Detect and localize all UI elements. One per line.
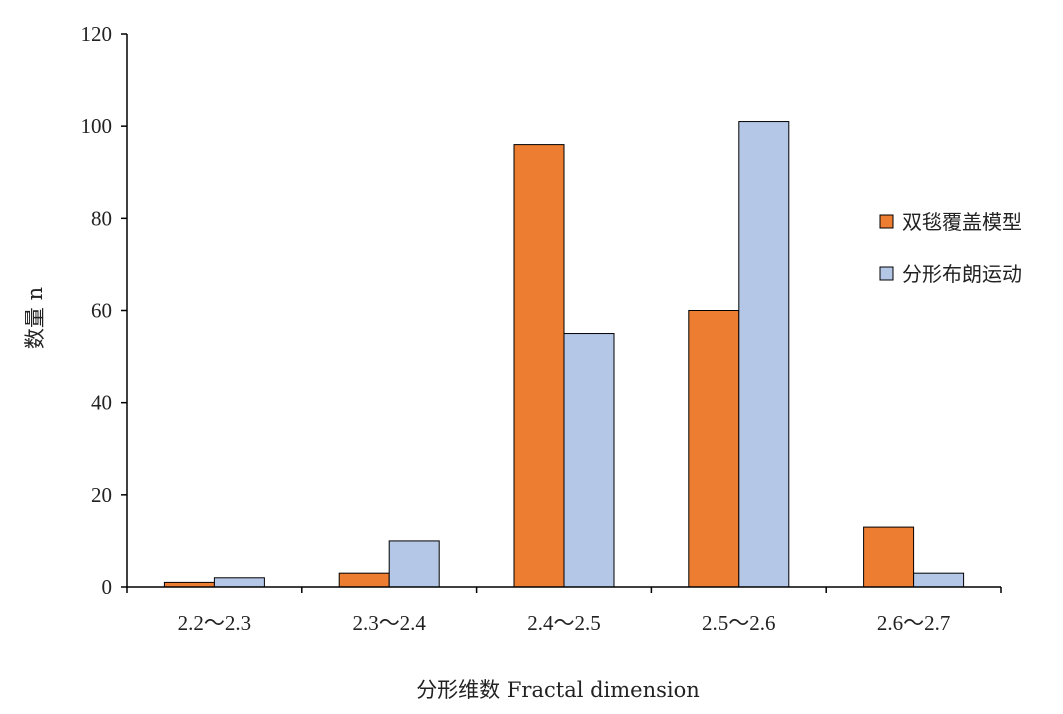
bar: [213, 577, 265, 588]
bar: [913, 572, 965, 588]
x-tick-label: 2.3～2.4: [352, 611, 426, 635]
bar: [388, 540, 440, 588]
y-axis-title: 数量 n: [23, 287, 47, 349]
y-ticks: 0 20 40 60 80 100 120: [81, 22, 127, 599]
y-tick-label: 120: [81, 22, 113, 46]
y-tick-label: 20: [91, 483, 112, 507]
legend-label: 双毯覆盖模型: [902, 210, 1022, 234]
x-ticks: 2.2～2.3 2.3～2.4 2.4～2.5 2.5～2.6 2.6～2.7: [126, 587, 1002, 635]
bar: [338, 572, 390, 588]
legend-label: 分形布朗运动: [902, 262, 1022, 286]
bar: [738, 121, 790, 588]
y-tick-label: 100: [81, 114, 113, 138]
x-tick-label: 2.2～2.3: [178, 611, 252, 635]
bar: [563, 333, 615, 588]
legend-swatch: [879, 266, 894, 281]
bars-layer: [163, 121, 965, 588]
legend: 双毯覆盖模型 分形布朗运动: [879, 210, 1022, 286]
bar: [863, 526, 915, 588]
bar: [513, 144, 565, 588]
y-tick-label: 80: [91, 206, 112, 230]
y-tick-label: 40: [91, 391, 112, 415]
x-tick-label: 2.5～2.6: [702, 611, 776, 635]
x-tick-label: 2.6～2.7: [877, 611, 951, 635]
legend-swatch: [879, 214, 894, 229]
x-axis-title: 分形维数 Fractal dimension: [416, 678, 700, 702]
y-tick-label: 60: [91, 299, 112, 323]
x-tick-label: 2.4～2.5: [527, 611, 601, 635]
bar: [688, 310, 740, 588]
y-tick-label: 0: [102, 575, 113, 599]
